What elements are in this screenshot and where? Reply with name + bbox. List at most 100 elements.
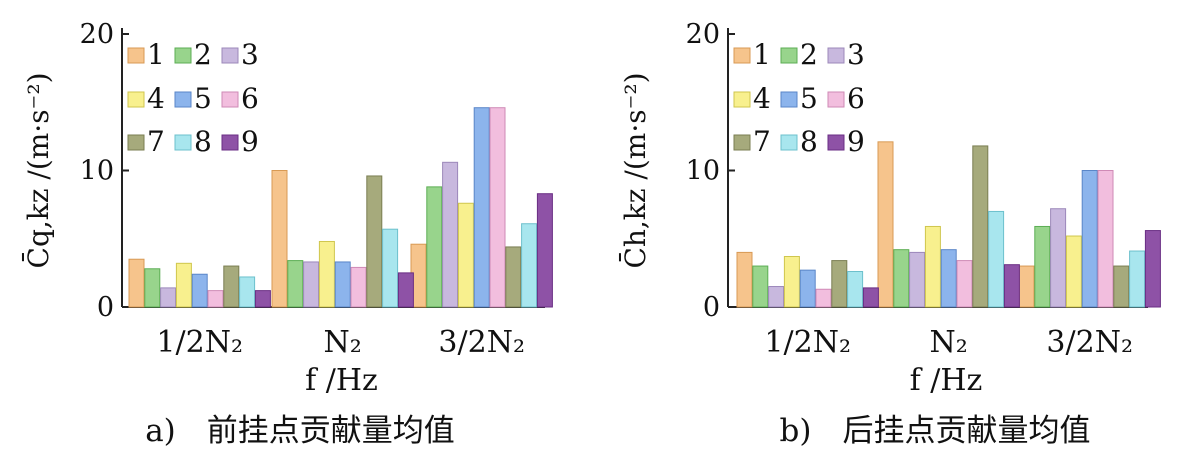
bar-series-6-three-half-n2 — [1097, 170, 1114, 308]
bar-series-1-three-half-n2 — [1018, 265, 1035, 308]
bar-series-9-three-half-n2 — [536, 193, 553, 308]
x-category-label: 3/2N₂ — [1046, 325, 1133, 360]
legend-swatch-5 — [174, 91, 192, 108]
bar-series-3-half-n2 — [768, 286, 785, 308]
bar-series-9-n2 — [397, 272, 414, 308]
legend-label-4: 4 — [753, 82, 771, 115]
bar-series-4-n2 — [318, 240, 335, 308]
bar-series-1-half-n2 — [128, 258, 145, 308]
y-axis-title: C̄h,kz /(m·s⁻²) — [618, 72, 652, 268]
bar-series-7-three-half-n2 — [1113, 265, 1130, 308]
bar-series-4-three-half-n2 — [1065, 235, 1082, 308]
x-axis-title: f /Hz — [910, 363, 983, 398]
legend-label-8: 8 — [194, 125, 212, 158]
bar-series-3-three-half-n2 — [1050, 208, 1067, 308]
bar-series-6-three-half-n2 — [489, 107, 506, 308]
bar-series-2-n2 — [287, 260, 304, 308]
legend-label-9: 9 — [241, 125, 259, 158]
legend-swatch-3 — [221, 47, 239, 64]
bar-series-8-half-n2 — [847, 271, 864, 308]
legend-swatch-9 — [827, 134, 845, 151]
legend-label-6: 6 — [241, 82, 259, 115]
panel-caption: b) 后挂点贡献量均值 — [780, 413, 1091, 449]
bar-series-4-n2 — [924, 225, 941, 308]
bar-series-8-half-n2 — [239, 276, 256, 308]
x-category-label: N₂ — [930, 325, 968, 360]
y-tick-label: 20 — [80, 19, 114, 50]
legend-swatch-5 — [780, 91, 798, 108]
bar-series-8-three-half-n2 — [1129, 250, 1146, 308]
bar-series-7-n2 — [972, 145, 989, 308]
panel-a-front-mount: 0 10 20 1/2N₂ N₂ 3/2N₂ 1 2 3 4 5 6 7 8 9 C̄q,kz /(m·s⁻²… — [21, 19, 553, 449]
bar-series-9-three-half-n2 — [1144, 230, 1161, 308]
x-category-label: 1/2N₂ — [156, 325, 243, 360]
y-tick-label: 20 — [686, 19, 720, 50]
bar-series-6-half-n2 — [207, 290, 224, 308]
panel-caption: a) 前挂点贡献量均值 — [145, 413, 455, 449]
bar-series-8-n2 — [382, 228, 399, 308]
legend-label-5: 5 — [194, 82, 212, 115]
y-tick-label: 10 — [80, 156, 114, 187]
legend-label-2: 2 — [194, 38, 212, 71]
bar-series-6-n2 — [956, 260, 973, 308]
bar-series-5-n2 — [334, 261, 351, 308]
bar-series-7-n2 — [366, 175, 383, 308]
bar-series-2-n2 — [893, 249, 910, 308]
legend-label-3: 3 — [241, 38, 259, 71]
bar-series-2-three-half-n2 — [426, 186, 443, 308]
legend-swatch-1 — [733, 47, 751, 64]
legend-label-5: 5 — [800, 82, 818, 115]
legend-label-8: 8 — [800, 125, 818, 158]
legend-label-4: 4 — [147, 82, 165, 115]
legend-swatch-3 — [827, 47, 845, 64]
bar-series-8-three-half-n2 — [521, 223, 538, 308]
bar-series-5-three-half-n2 — [473, 107, 490, 308]
y-tick-label: 0 — [97, 292, 114, 323]
legend-label-1: 1 — [147, 38, 165, 71]
legend-swatch-2 — [174, 47, 192, 64]
bar-series-2-half-n2 — [144, 268, 161, 308]
legend-swatch-4 — [733, 91, 751, 108]
legend-swatch-1 — [127, 47, 145, 64]
y-tick-label: 10 — [686, 156, 720, 187]
panel-b-rear-mount: 0 10 20 1/2N₂ N₂ 3/2N₂ 1 2 3 4 5 6 7 8 9 C̄h,kz /(m·s⁻²… — [618, 19, 1161, 449]
bar-series-6-half-n2 — [815, 288, 832, 308]
legend-swatch-7 — [127, 134, 145, 151]
bar-series-2-three-half-n2 — [1034, 225, 1051, 308]
legend-swatch-6 — [221, 91, 239, 108]
bar-series-1-n2 — [877, 141, 894, 308]
bar-series-7-three-half-n2 — [505, 246, 522, 308]
bar-series-5-half-n2 — [799, 269, 816, 308]
legend-swatch-7 — [733, 134, 751, 151]
legend-label-6: 6 — [847, 82, 865, 115]
legend-label-3: 3 — [847, 38, 865, 71]
bar-series-5-three-half-n2 — [1081, 170, 1098, 308]
legend-label-7: 7 — [753, 125, 771, 158]
legend-swatch-8 — [780, 134, 798, 151]
legend-label-9: 9 — [847, 125, 865, 158]
bar-series-2-half-n2 — [752, 265, 769, 308]
bar-series-4-three-half-n2 — [457, 202, 474, 308]
bar-series-7-half-n2 — [223, 265, 240, 308]
bar-series-7-half-n2 — [831, 260, 848, 308]
legend-label-7: 7 — [147, 125, 165, 158]
bar-series-8-n2 — [988, 210, 1005, 308]
bar-series-5-half-n2 — [191, 273, 208, 308]
x-category-label: 3/2N₂ — [438, 325, 525, 360]
x-axis-title: f /Hz — [305, 363, 378, 398]
x-category-label: N₂ — [324, 325, 362, 360]
legend-swatch-4 — [127, 91, 145, 108]
bar-series-9-half-n2 — [862, 287, 879, 308]
bar-series-6-n2 — [350, 266, 367, 308]
legend-swatch-9 — [221, 134, 239, 151]
bar-series-9-half-n2 — [254, 290, 271, 308]
bar-series-1-half-n2 — [736, 251, 753, 308]
legend-swatch-2 — [780, 47, 798, 64]
legend-label-1: 1 — [753, 38, 771, 71]
bar-series-4-half-n2 — [175, 262, 192, 308]
x-category-label: 1/2N₂ — [764, 325, 851, 360]
y-tick-label: 0 — [703, 292, 720, 323]
bar-series-9-n2 — [1003, 264, 1020, 308]
bar-series-3-n2 — [909, 251, 926, 308]
